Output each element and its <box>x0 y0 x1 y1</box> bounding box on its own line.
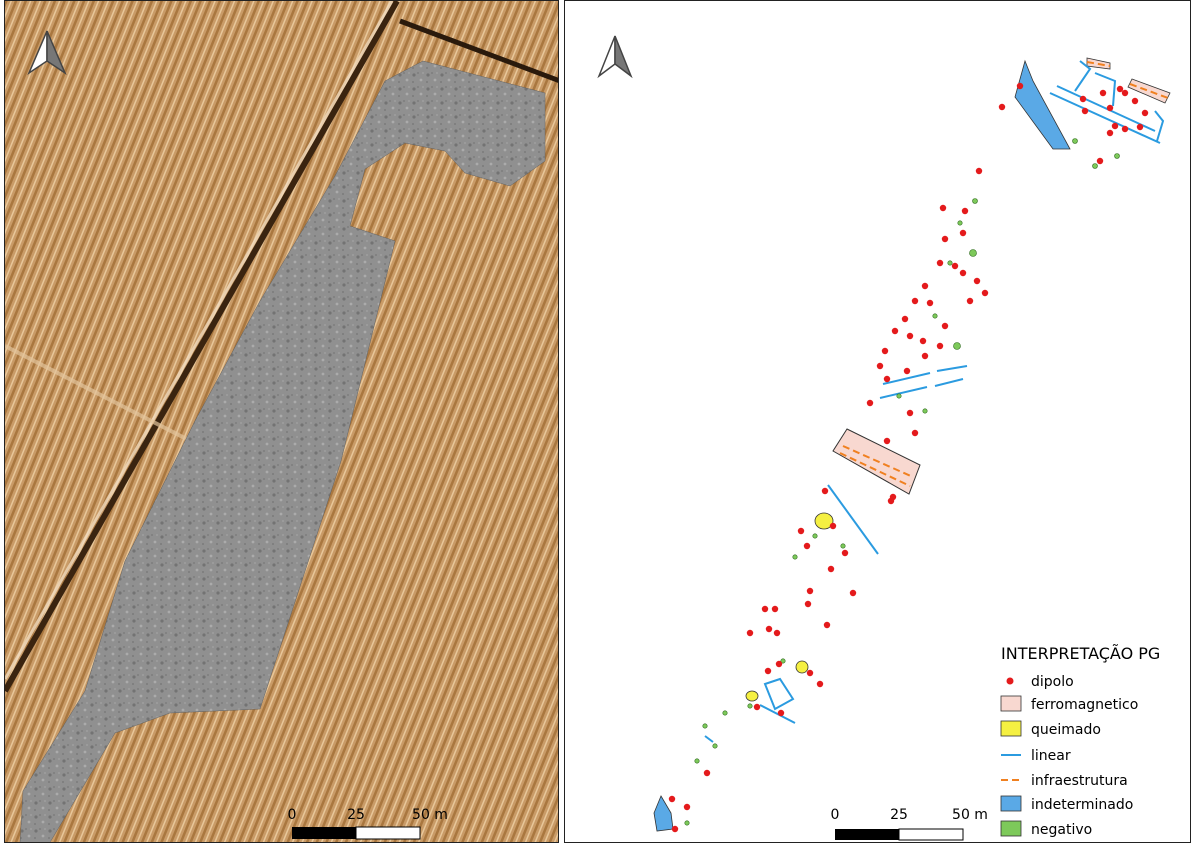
negativo-points <box>684 138 1120 826</box>
indeterminado-area <box>1014 59 1071 150</box>
legend-label-negativo: negativo <box>1031 822 1092 838</box>
old-field-line <box>5 344 211 453</box>
scale-tick-0: 0 <box>831 807 840 823</box>
interpretation-map-canvas: 0 25 50 m INTERPRETAÇÃO PG dipolo ferrom… <box>597 35 1171 841</box>
field-boundary-ditch <box>5 1 400 693</box>
legend-symbol-negativo <box>1000 820 1022 837</box>
survey-map-panel: 0 25 50 m <box>4 0 559 843</box>
indeterminado-area <box>653 795 674 832</box>
legend-symbol-indeterminado <box>1000 795 1022 812</box>
scale-segment-light <box>898 828 964 841</box>
legend-label-linear: linear <box>1031 748 1071 764</box>
legend-symbol-queimado <box>1000 720 1022 737</box>
ferromagnetico-area <box>1127 78 1171 104</box>
legend-title: INTERPRETAÇÃO PG <box>1001 644 1160 663</box>
legend-label-ferromagnetico: ferromagnetico <box>1031 697 1138 713</box>
scale-segment-dark <box>835 829 899 840</box>
scale-tick-0: 0 <box>288 807 297 823</box>
road-edge <box>399 18 558 83</box>
scale-tick-50: 50 m <box>412 807 448 823</box>
map-legend: INTERPRETAÇÃO PG dipolo ferromagnetico q… <box>1000 644 1160 838</box>
survey-map-canvas: 0 25 50 m <box>5 1 558 842</box>
scale-segment-light <box>355 826 421 840</box>
interpretation-map-panel: 0 25 50 m INTERPRETAÇÃO PG dipolo ferrom… <box>564 0 1191 843</box>
queimado-area <box>814 512 834 530</box>
queimado-area <box>745 690 759 702</box>
infraestrutura-lines <box>839 61 1169 487</box>
queimado-area <box>795 660 809 674</box>
legend-label-dipolo: dipolo <box>1031 674 1074 690</box>
north-arrow-icon <box>27 30 67 76</box>
legend-label-queimado: queimado <box>1031 722 1101 738</box>
magnetometry-survey-area <box>19 60 546 842</box>
scale-segment-dark <box>292 827 356 839</box>
linear-features <box>704 60 1165 743</box>
field-boundary-ridge <box>5 1 394 680</box>
legend-label-infraestrutura: infraestrutura <box>1031 773 1128 789</box>
scale-bar: 0 25 50 m <box>288 807 448 840</box>
scale-tick-25: 25 <box>890 807 908 823</box>
dipolo-points <box>668 82 1149 833</box>
scale-tick-25: 25 <box>347 807 365 823</box>
legend-label-indeterminado: indeterminado <box>1031 797 1133 813</box>
legend-symbol-ferromagnetico <box>1000 695 1022 712</box>
scale-tick-50: 50 m <box>952 807 988 823</box>
scale-bar: 0 25 50 m <box>831 807 988 841</box>
north-arrow-icon <box>597 35 633 79</box>
legend-symbol-dipolo <box>1006 677 1014 685</box>
